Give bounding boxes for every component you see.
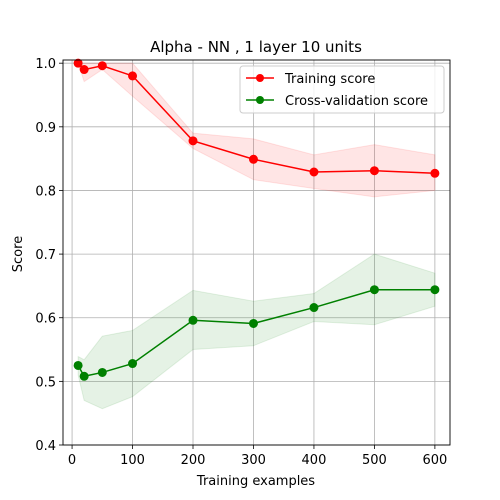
x-tick-label-0: 0 [68,453,76,468]
x-tick-label-2: 200 [181,453,206,468]
series-1-point-2 [97,367,107,377]
legend-marker-1 [256,96,264,104]
plot-area: 0 100 200 300 400 500 600 0.4 0.5 0.6 0.7 0.8 0.9 1.0… [35,57,451,468]
x-tick-label-1: 100 [120,453,145,468]
y-tick-label-5: 0.9 [35,121,56,136]
series-1-point-8 [430,285,440,295]
y-tick-label-1: 0.5 [35,375,56,390]
series-1-point-7 [369,285,379,295]
series-1-point-5 [248,318,258,328]
chart-title: Alpha - NN , 1 layer 10 units [150,38,362,56]
x-tick-label-4: 400 [302,453,327,468]
legend-label-1: Cross-validation score [285,94,428,109]
x-tick-label-6: 600 [422,453,447,468]
legend-label-0: Training score [284,72,375,87]
series-0-point-3 [128,71,138,81]
y-tick-label-6: 1.0 [35,57,56,72]
series-1-point-1 [79,371,89,381]
x-tick-label-5: 500 [362,453,387,468]
y-axis-label: Score [11,236,26,272]
series-0-point-8 [430,168,440,178]
axes-frame [62,59,451,446]
series-1-point-4 [188,315,198,325]
series-1-point-6 [309,303,319,313]
series-0-point-6 [309,167,319,177]
series-0-point-4 [188,136,198,146]
series-1-point-0 [73,360,83,370]
series-1-band [77,253,436,410]
y-tick-label-0: 0.4 [35,439,56,454]
x-axis-label: Training examples [196,474,315,489]
series-0-point-7 [369,166,379,176]
series-0-point-0 [73,58,83,68]
legend-marker-0 [256,74,264,82]
legend: Training score Cross-validation score [239,65,445,114]
y-tick-label-2: 0.6 [35,312,56,327]
series-1-point-3 [128,359,138,369]
y-tick-label-3: 0.7 [35,248,56,263]
legend-box [239,65,445,114]
series-0-point-2 [97,61,107,71]
y-tick-label-4: 0.8 [35,184,56,199]
series-0-point-1 [79,65,89,75]
series-0-point-5 [248,154,258,164]
x-tick-label-3: 300 [241,453,266,468]
